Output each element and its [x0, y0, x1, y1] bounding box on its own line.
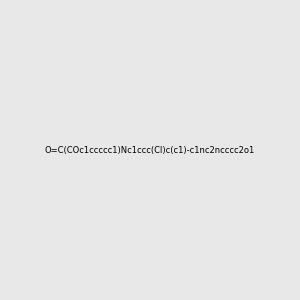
Text: O=C(COc1ccccc1)Nc1ccc(Cl)c(c1)-c1nc2ncccc2o1: O=C(COc1ccccc1)Nc1ccc(Cl)c(c1)-c1nc2nccc…	[45, 146, 255, 154]
